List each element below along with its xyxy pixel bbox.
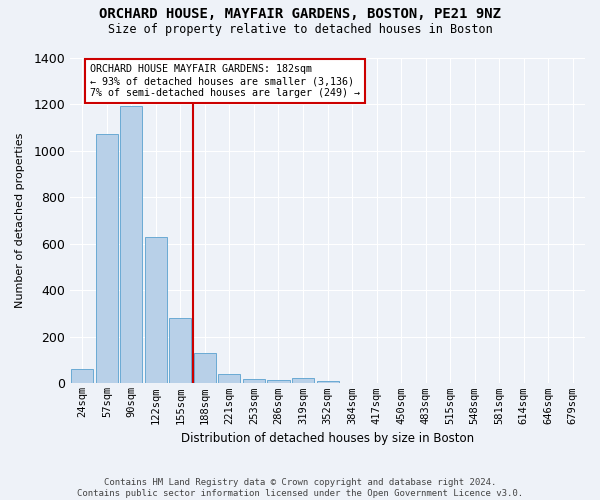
Bar [243, 378, 265, 384]
Y-axis label: Number of detached properties: Number of detached properties [15, 133, 25, 308]
Text: ORCHARD HOUSE, MAYFAIR GARDENS, BOSTON, PE21 9NZ: ORCHARD HOUSE, MAYFAIR GARDENS, BOSTON, … [99, 8, 501, 22]
Bar [96, 134, 118, 384]
X-axis label: Distribution of detached houses by size in Boston: Distribution of detached houses by size … [181, 432, 474, 445]
Bar [218, 374, 241, 384]
Bar [194, 353, 216, 384]
Bar [169, 318, 191, 384]
Bar [71, 370, 94, 384]
Bar [317, 381, 338, 384]
Bar [145, 236, 167, 384]
Text: ORCHARD HOUSE MAYFAIR GARDENS: 182sqm
← 93% of detached houses are smaller (3,13: ORCHARD HOUSE MAYFAIR GARDENS: 182sqm ← … [89, 64, 359, 98]
Bar [268, 380, 290, 384]
Text: Size of property relative to detached houses in Boston: Size of property relative to detached ho… [107, 22, 493, 36]
Text: Contains HM Land Registry data © Crown copyright and database right 2024.
Contai: Contains HM Land Registry data © Crown c… [77, 478, 523, 498]
Bar [121, 106, 142, 384]
Bar [292, 378, 314, 384]
